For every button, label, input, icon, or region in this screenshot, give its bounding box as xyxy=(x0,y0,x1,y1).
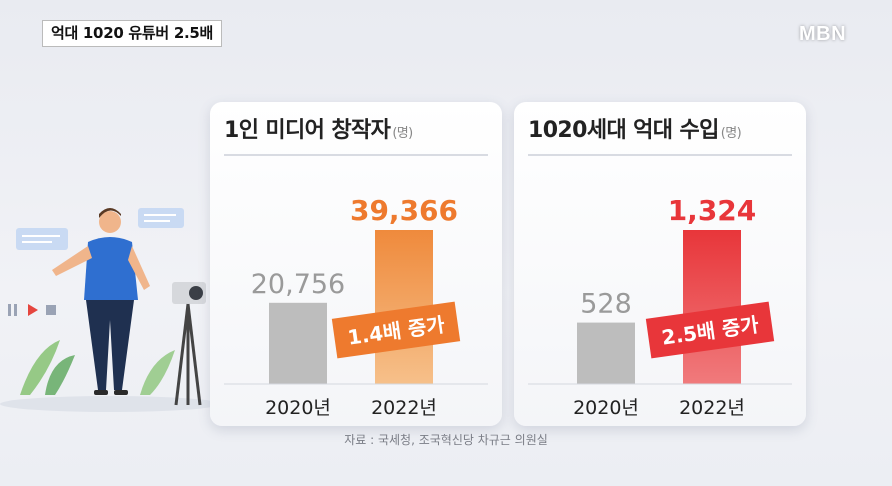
bar-2020 xyxy=(577,322,635,384)
category-label: 2022년 xyxy=(679,397,745,419)
title-divider xyxy=(528,154,792,156)
chart-title: 1인 미디어 창작자 (명) xyxy=(224,118,413,143)
annotation-badge: 1.4배 증가 xyxy=(331,301,461,359)
unit-label: (명) xyxy=(392,126,413,141)
chart-svg-0: 20,756 2020년 39,366 2022년 1.4배 증가 xyxy=(224,194,488,419)
chart-title: 1020세대 억대 수입 (명) xyxy=(528,118,742,143)
category-label: 2022년 xyxy=(371,397,437,419)
creator-illustration xyxy=(0,208,220,412)
value-label: 1,324 xyxy=(668,194,757,227)
category-label: 2020년 xyxy=(573,397,639,419)
annotation-box xyxy=(331,301,461,359)
value-label: 39,366 xyxy=(350,194,458,227)
source-note: 자료 : 국세청, 조국혁신당 차규근 의원실 xyxy=(344,433,548,447)
chat-bubble-icon xyxy=(16,228,68,250)
value-label: 20,756 xyxy=(251,269,345,300)
title-divider xyxy=(224,154,488,156)
value-label: 528 xyxy=(580,289,632,320)
mbn-logo: MBN xyxy=(799,23,847,45)
category-label: 2020년 xyxy=(265,397,331,419)
bar-2020 xyxy=(269,302,327,384)
chart-panel-income: 1020세대 억대 수입 (명) 528 2020년 1,324 2022년 2.5배 증… xyxy=(514,102,806,426)
headline-caption: 억대 1020 유튜버 2.5배 xyxy=(42,20,222,47)
annotation-badge: 2.5배 증가 xyxy=(645,301,775,359)
chart-svg-1: 528 2020년 1,324 2022년 2.5배 증가 xyxy=(528,194,792,419)
annotation-box xyxy=(645,301,775,359)
chart-panel-creators: 1인 미디어 창작자 (명) 20,756 2020년 39,366 2022년 1.4배… xyxy=(210,102,502,426)
unit-label: (명) xyxy=(720,126,742,141)
play-icon xyxy=(28,304,38,316)
